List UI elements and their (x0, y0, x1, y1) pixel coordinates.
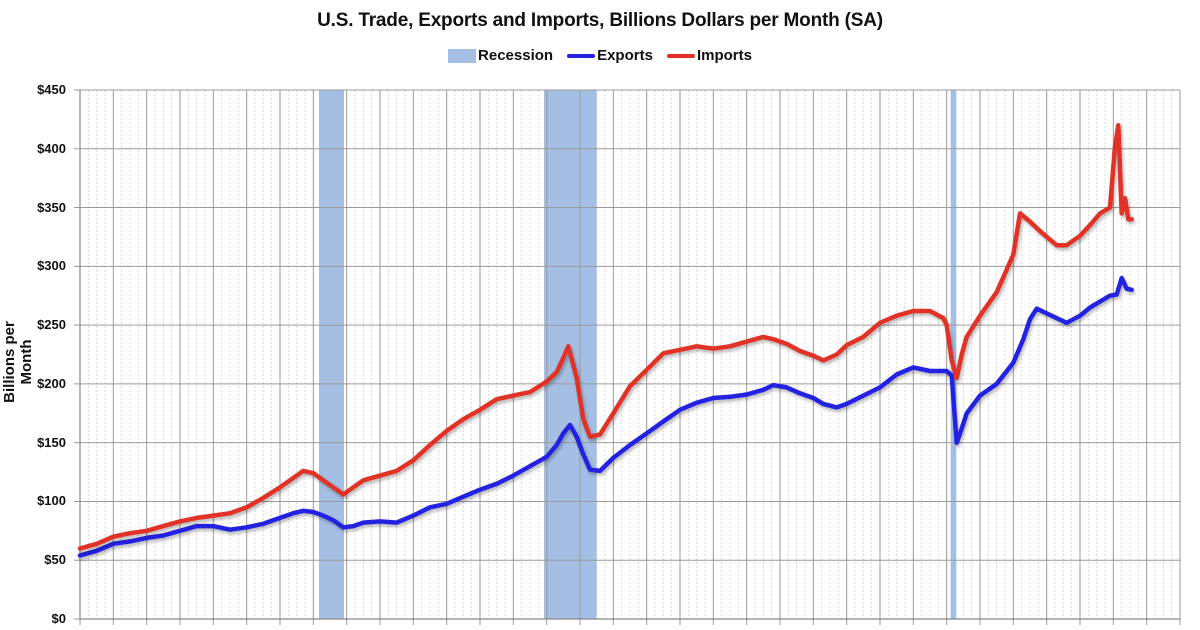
exports-line-swatch-icon (567, 53, 596, 58)
y-tick-label: $150 (37, 434, 66, 450)
major-gridlines (74, 89, 1181, 625)
y-tick-label: $200 (37, 375, 66, 391)
minor-gridlines (87, 90, 1173, 619)
legend-item-exports: Exports (567, 47, 653, 64)
y-tick-label: $400 (37, 140, 66, 156)
y-tick-label: $300 (37, 258, 66, 274)
legend-item-recession: Recession (448, 47, 553, 64)
legend-label-exports: Exports (597, 47, 653, 64)
y-tick-label: $250 (37, 317, 66, 333)
imports-line-swatch-icon (666, 53, 695, 58)
imports-line (77, 123, 1134, 551)
y-tick-label: $50 (44, 552, 66, 568)
data-lines (77, 123, 1134, 558)
recession-bands (319, 90, 957, 619)
recession-band (319, 90, 344, 619)
y-tick-label: $450 (37, 82, 66, 97)
y-tick-label: $100 (37, 493, 66, 509)
axes (79, 90, 1180, 620)
recession-band (950, 90, 957, 619)
recession-swatch-icon (448, 48, 477, 63)
legend-label-recession: Recession (478, 47, 554, 64)
legend-label-imports: Imports (696, 47, 752, 64)
exports-line (77, 275, 1134, 558)
legend: Recession Exports Imports (0, 47, 1200, 64)
chart-title: U.S. Trade, Exports and Imports, Billion… (317, 10, 883, 31)
legend-item-imports: Imports (666, 47, 752, 64)
y-tick-label: $0 (51, 611, 66, 626)
y-tick-label: $350 (37, 199, 66, 215)
